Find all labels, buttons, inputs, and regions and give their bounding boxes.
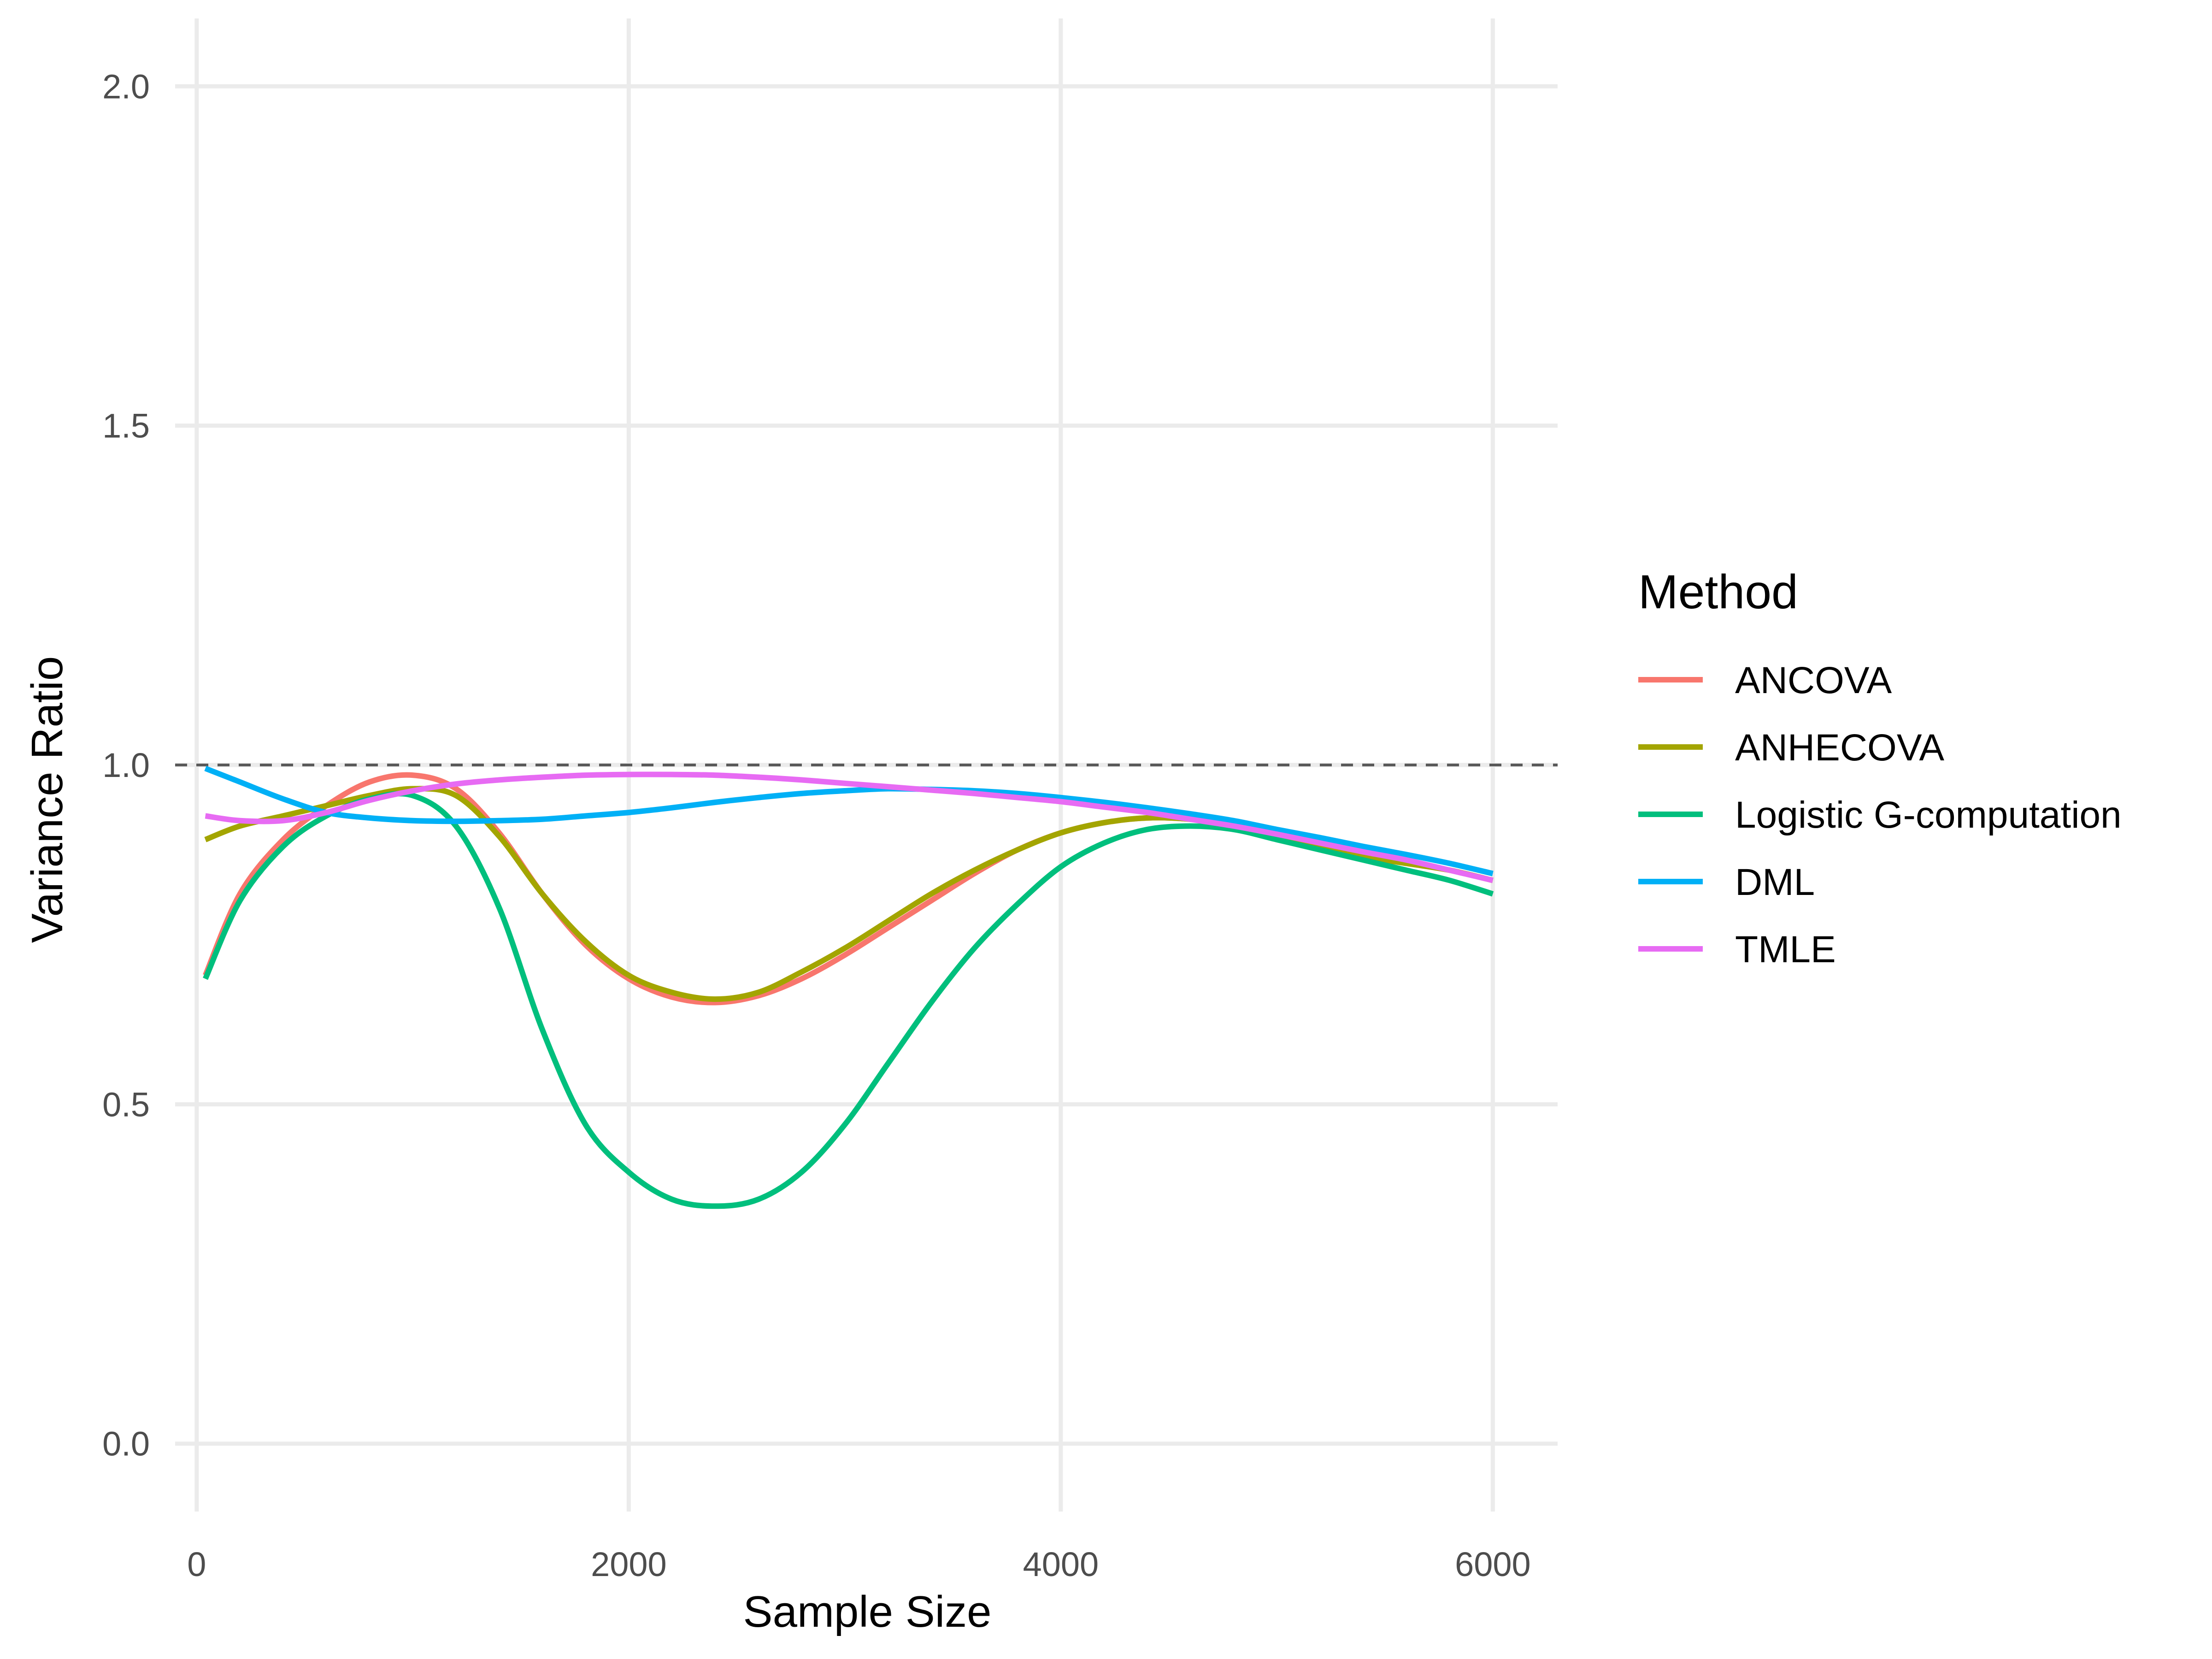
legend-title: Method	[1638, 565, 1798, 619]
series-lines	[203, 765, 1494, 1209]
x-tick-label: 0	[187, 1545, 206, 1583]
legend-label-anhecova: ANHECOVA	[1735, 727, 1944, 769]
x-tick-label: 4000	[1023, 1545, 1099, 1583]
series-line-tmle	[205, 771, 1494, 883]
grid	[175, 18, 1558, 1512]
legend: Method ANCOVA ANHECOVA Logistic G-computat…	[1638, 565, 2122, 971]
series-line-dml	[204, 765, 1494, 877]
legend-label-ancova: ANCOVA	[1735, 659, 1892, 701]
y-tick-label: 2.0	[102, 67, 150, 106]
legend-label-dml: DML	[1735, 861, 1815, 903]
y-tick-labels: 0.0 0.5 1.0 1.5 2.0	[102, 67, 150, 1463]
y-tick-label: 0.0	[102, 1425, 150, 1463]
y-tick-label: 0.5	[102, 1085, 150, 1124]
series-line-logistic-g-computation	[203, 791, 1494, 1209]
y-axis-title: Variance Ratio	[23, 656, 72, 943]
y-tick-label: 1.5	[102, 407, 150, 445]
y-tick-label: 1.0	[102, 746, 150, 784]
legend-label-logistic-g-computation: Logistic G-computation	[1735, 794, 2122, 836]
x-tick-labels: 0 2000 4000 6000	[187, 1545, 1530, 1583]
series-line-ancova	[203, 772, 1494, 1006]
x-tick-label: 6000	[1455, 1545, 1531, 1583]
x-tick-label: 2000	[591, 1545, 667, 1583]
legend-label-tmle: TMLE	[1735, 929, 1836, 971]
x-axis-title: Sample Size	[743, 1587, 992, 1636]
